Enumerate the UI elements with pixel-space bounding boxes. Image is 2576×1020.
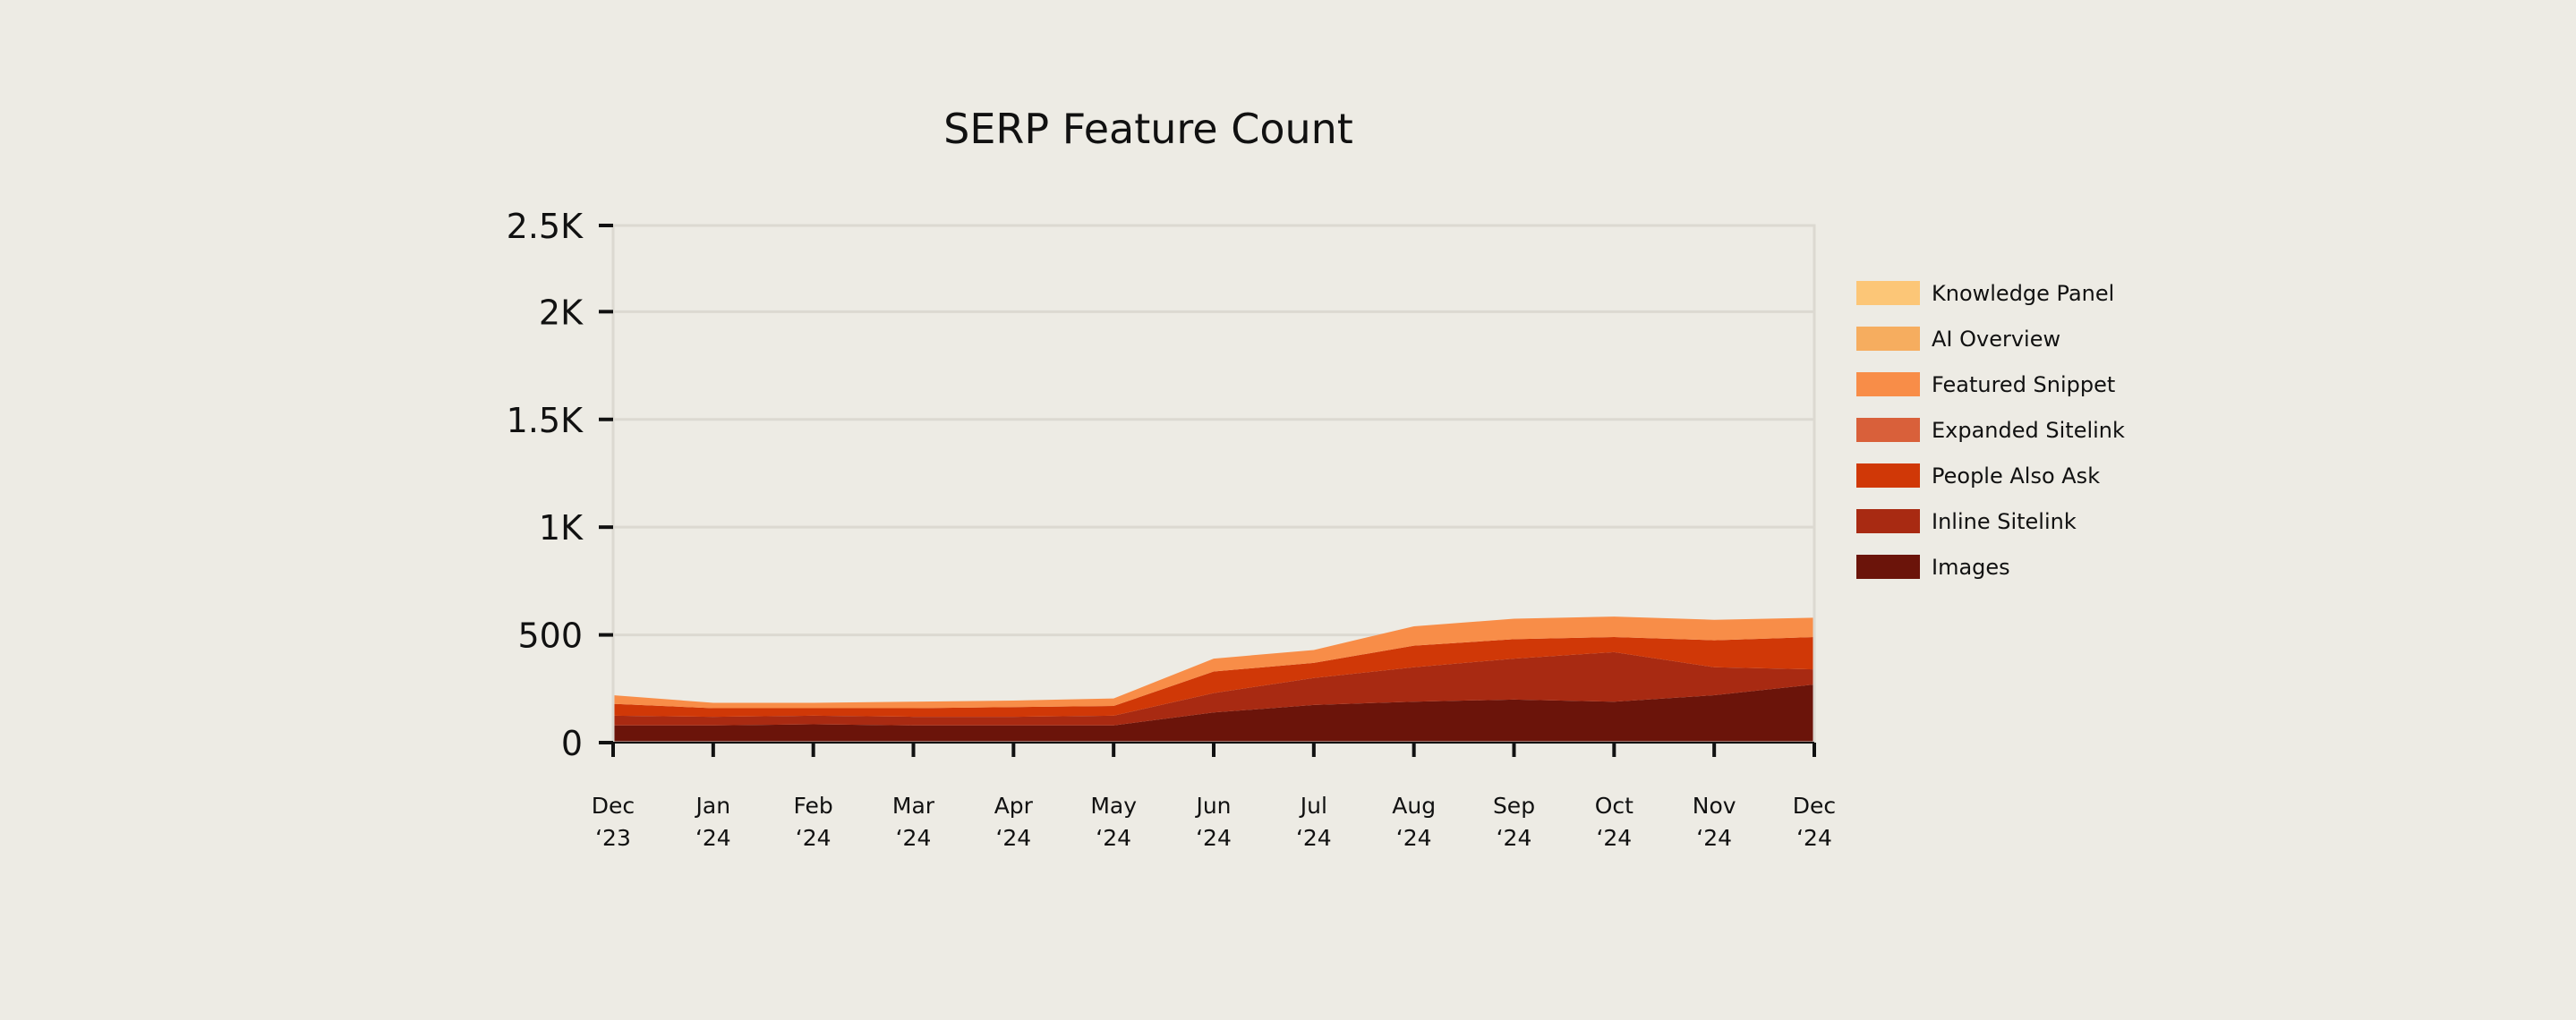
x-tick-label-year-9: ‘24 — [1497, 825, 1532, 851]
y-tick-label-500: 500 — [517, 616, 583, 656]
x-tick-label-year-11: ‘24 — [1696, 825, 1732, 851]
grid-lines — [613, 310, 1814, 637]
x-tick-label-month-2: Feb — [794, 793, 833, 819]
x-tick-label-year-3: ‘24 — [896, 825, 932, 851]
y-axis: 0 500 1K 1.5K 2K 2.5K — [507, 207, 613, 763]
y-tick-label-2k: 2K — [539, 293, 584, 332]
stacked-areas — [613, 616, 1814, 743]
y-tick-label-2-5k: 2.5K — [507, 207, 584, 246]
x-tick-label-year-0: ‘23 — [595, 825, 631, 851]
x-tick-label-year-2: ‘24 — [796, 825, 832, 851]
legend: Knowledge Panel AI Overview Featured Snipp… — [1856, 281, 2125, 580]
y-tick-label-0: 0 — [561, 724, 583, 763]
x-tick-label-year-12: ‘24 — [1796, 825, 1832, 851]
x-tick-label-year-6: ‘24 — [1196, 825, 1232, 851]
x-axis: Dec ‘23 Jan ‘24 Feb ‘24 Mar ‘24 Apr ‘24 May ‘24 Jun ‘… — [592, 742, 1836, 851]
legend-swatch-featured-snippet — [1856, 372, 1920, 396]
legend-swatch-people-also-ask — [1856, 463, 1920, 488]
legend-label-knowledge-panel: Knowledge Panel — [1932, 281, 2114, 306]
y-tick-label-1k: 1K — [539, 508, 584, 548]
legend-swatch-ai-overview — [1856, 327, 1920, 351]
x-tick-label-year-7: ‘24 — [1296, 825, 1332, 851]
x-tick-label-month-3: Mar — [892, 793, 935, 819]
x-tick-label-year-5: ‘24 — [1096, 825, 1131, 851]
x-tick-label-year-4: ‘24 — [995, 825, 1031, 851]
legend-label-people-also-ask: People Also Ask — [1932, 463, 2100, 489]
area-inline-sitelink — [613, 651, 1814, 726]
x-tick-label-month-5: May — [1090, 793, 1137, 819]
x-tick-label-month-9: Sep — [1493, 793, 1535, 819]
x-tick-label-month-4: Apr — [994, 793, 1034, 819]
x-tick-label-month-10: Oct — [1595, 793, 1633, 819]
chart-title: SERP Feature Count — [943, 105, 1353, 153]
legend-label-featured-snippet: Featured Snippet — [1932, 372, 2115, 397]
legend-swatch-knowledge-panel — [1856, 281, 1920, 305]
legend-label-inline-sitelink: Inline Sitelink — [1932, 509, 2077, 534]
legend-label-ai-overview: AI Overview — [1932, 327, 2060, 352]
x-tick-label-month-12: Dec — [1793, 793, 1836, 819]
area-images — [613, 684, 1814, 743]
area-people-also-ask — [613, 636, 1814, 718]
y-tick-label-1-5k: 1.5K — [507, 401, 584, 440]
legend-swatch-inline-sitelink — [1856, 509, 1920, 533]
area-featured-snippet — [613, 616, 1814, 709]
x-tick-label-month-1: Jan — [695, 793, 731, 819]
legend-swatch-images — [1856, 555, 1920, 579]
x-tick-label-year-8: ‘24 — [1396, 825, 1432, 851]
legend-label-images: Images — [1932, 555, 2010, 580]
legend-label-expanded-sitelink: Expanded Sitelink — [1932, 418, 2125, 443]
x-tick-label-month-6: Jun — [1194, 793, 1231, 819]
x-tick-label-year-1: ‘24 — [695, 825, 731, 851]
x-tick-label-month-0: Dec — [592, 793, 635, 819]
x-tick-label-year-10: ‘24 — [1596, 825, 1632, 851]
legend-swatch-expanded-sitelink — [1856, 418, 1920, 442]
x-tick-label-month-7: Jul — [1299, 793, 1327, 819]
x-tick-label-month-8: Aug — [1392, 793, 1436, 819]
x-tick-label-month-11: Nov — [1693, 793, 1736, 819]
